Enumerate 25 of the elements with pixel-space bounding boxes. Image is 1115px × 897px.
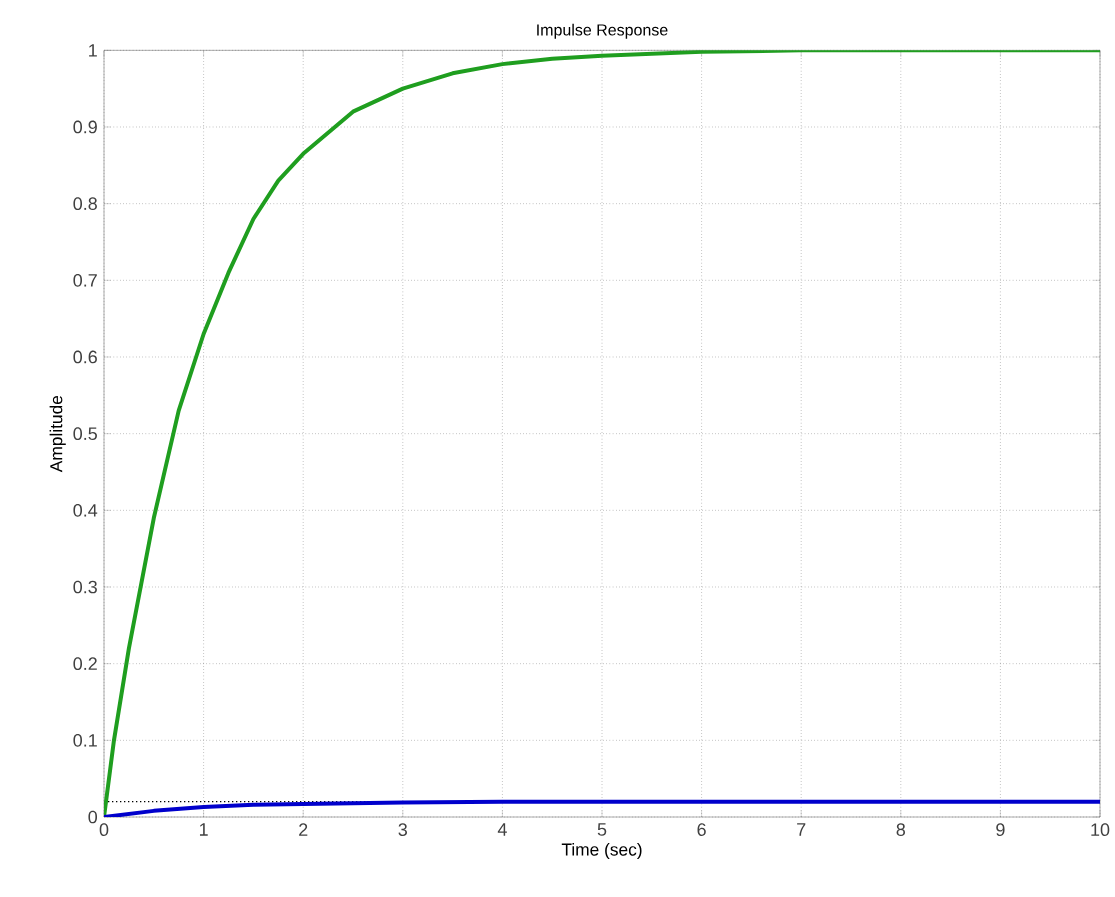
y-tick-label: 0 — [88, 810, 98, 824]
y-tick-label: 0.2 — [73, 657, 97, 671]
x-tick-label: 5 — [597, 823, 607, 836]
y-tick-label: 0.9 — [73, 120, 97, 134]
y-tick-label: 0.6 — [73, 350, 97, 364]
x-tick-label: 6 — [697, 823, 706, 836]
y-tick-label: 0.5 — [73, 427, 97, 441]
chart-title: Impulse Response — [537, 23, 668, 39]
y-tick-label: 0.8 — [73, 197, 97, 211]
x-tick-label: 1 — [199, 823, 208, 836]
y-tick-label: 1 — [89, 44, 97, 57]
x-tick-label: 10 — [1091, 823, 1110, 836]
y-tick-label: 0.7 — [73, 273, 97, 287]
x-tick-label: 4 — [497, 823, 507, 836]
x-tick-label: 8 — [896, 823, 906, 836]
x-tick-label: 0 — [99, 823, 109, 836]
y-tick-label: 0.4 — [73, 503, 98, 517]
x-tick-label: 9 — [996, 823, 1005, 836]
y-tick-label: 0.3 — [73, 580, 97, 594]
y-axis-title: Amplitude — [49, 395, 66, 473]
x-axis-title: Time (sec) — [561, 842, 642, 860]
x-tick-label: 3 — [398, 823, 408, 836]
y-tick-label: 0.1 — [73, 733, 97, 747]
x-tick-label: 7 — [797, 823, 806, 836]
x-tick-label: 2 — [299, 823, 308, 836]
